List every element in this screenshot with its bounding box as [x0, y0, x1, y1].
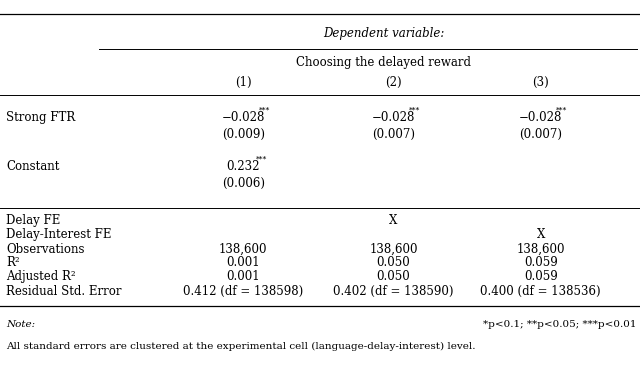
Text: Choosing the delayed reward: Choosing the delayed reward	[296, 56, 472, 69]
Text: 138,600: 138,600	[219, 242, 268, 256]
Text: (1): (1)	[235, 75, 252, 89]
Text: −0.028: −0.028	[519, 111, 563, 124]
Text: Strong FTR: Strong FTR	[6, 111, 76, 124]
Text: ***: ***	[556, 106, 568, 114]
Text: 0.059: 0.059	[524, 256, 557, 269]
Text: 0.050: 0.050	[377, 270, 410, 283]
Text: Delay-Interest FE: Delay-Interest FE	[6, 228, 112, 241]
Text: (3): (3)	[532, 75, 549, 89]
Text: 0.001: 0.001	[227, 256, 260, 269]
Text: (0.006): (0.006)	[221, 177, 265, 190]
Text: X: X	[389, 214, 398, 228]
Text: R²: R²	[6, 256, 20, 269]
Text: *p<0.1; **p<0.05; ***p<0.01: *p<0.1; **p<0.05; ***p<0.01	[483, 320, 637, 329]
Text: X: X	[536, 228, 545, 241]
Text: 138,600: 138,600	[369, 242, 418, 256]
Text: Observations: Observations	[6, 242, 85, 256]
Text: ***: ***	[259, 106, 270, 114]
Text: ***: ***	[256, 155, 268, 163]
Text: 0.232: 0.232	[227, 160, 260, 173]
Text: 0.400 (df = 138536): 0.400 (df = 138536)	[481, 285, 601, 298]
Text: 0.412 (df = 138598): 0.412 (df = 138598)	[183, 285, 303, 298]
Text: Dependent variable:: Dependent variable:	[323, 27, 445, 40]
Text: −0.028: −0.028	[372, 111, 415, 124]
Text: −0.028: −0.028	[221, 111, 265, 124]
Text: 0.050: 0.050	[377, 256, 410, 269]
Text: 0.059: 0.059	[524, 270, 557, 283]
Text: 0.402 (df = 138590): 0.402 (df = 138590)	[333, 285, 454, 298]
Text: (0.007): (0.007)	[519, 128, 563, 142]
Text: Residual Std. Error: Residual Std. Error	[6, 285, 122, 298]
Text: Note:: Note:	[6, 320, 36, 329]
Text: (2): (2)	[385, 75, 402, 89]
Text: (0.007): (0.007)	[372, 128, 415, 142]
Text: 0.001: 0.001	[227, 270, 260, 283]
Text: Adjusted R²: Adjusted R²	[6, 270, 76, 283]
Text: (0.009): (0.009)	[221, 128, 265, 142]
Text: Delay FE: Delay FE	[6, 214, 61, 228]
Text: Constant: Constant	[6, 160, 60, 173]
Text: 138,600: 138,600	[516, 242, 565, 256]
Text: ***: ***	[409, 106, 420, 114]
Text: All standard errors are clustered at the experimental cell (language-delay-inter: All standard errors are clustered at the…	[6, 341, 476, 351]
